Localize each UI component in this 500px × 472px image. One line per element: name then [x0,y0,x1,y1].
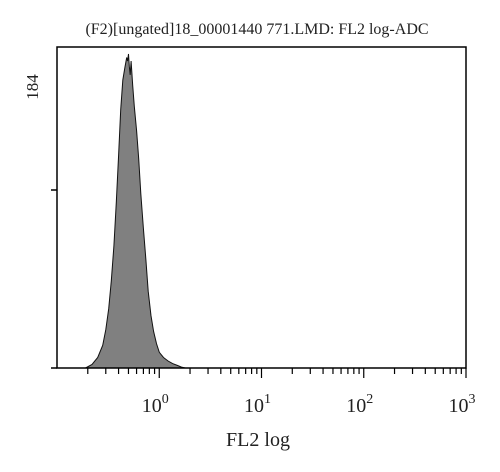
x-tick-exponent: 2 [366,392,373,407]
x-tick-exponent: 3 [469,392,476,407]
x-tick-base: 10 [449,395,469,417]
x-tick-base: 10 [142,395,162,417]
x-tick-exponent: 0 [162,392,169,407]
histogram-area [85,53,186,369]
x-tick-label: 103 [449,392,476,417]
x-axis-label: FL2 log [226,429,290,451]
y-max-label: 184 [23,74,42,100]
y-axis: 184 [23,74,57,369]
x-tick-exponent: 1 [264,392,271,407]
histogram-series-0 [85,53,186,369]
chart-title: (F2)[ungated]18_00001440 771.LMD: FL2 lo… [85,21,428,38]
x-tick-label: 101 [244,392,271,417]
x-tick-base: 10 [244,395,264,417]
x-tick-label: 100 [142,392,169,417]
x-tick-label: 102 [346,392,373,417]
x-tick-base: 10 [346,395,366,417]
x-axis: 100 101 102 103 [87,368,476,417]
